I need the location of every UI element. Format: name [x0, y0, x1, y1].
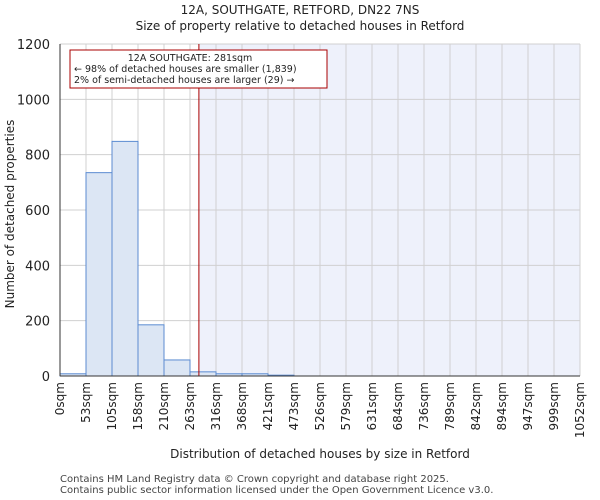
x-tick-label: 736sqm	[417, 382, 431, 430]
x-tick-label: 999sqm	[547, 382, 561, 430]
x-tick-label: 158sqm	[131, 382, 145, 430]
y-axis-label: Number of detached properties	[3, 120, 17, 309]
y-tick-label: 600	[25, 204, 50, 219]
y-tick-label: 200	[25, 315, 50, 330]
annotation-line3: 2% of semi-detached houses are larger (2…	[74, 75, 294, 86]
x-tick-label: 53sqm	[79, 382, 93, 423]
y-tick-label: 0	[42, 370, 50, 385]
histogram-bar	[137, 324, 165, 377]
axes	[59, 44, 580, 377]
y-tick-label: 1200	[17, 38, 50, 53]
annotation-border	[69, 49, 328, 89]
x-tick-label: 684sqm	[391, 382, 405, 430]
annotation-line2: ← 98% of detached houses are smaller (1,…	[74, 64, 297, 75]
x-tick-label: 894sqm	[495, 382, 509, 430]
x-tick-label: 947sqm	[521, 382, 535, 430]
y-tick-label: 1000	[17, 93, 50, 108]
x-tick-label: 210sqm	[157, 382, 171, 430]
x-tick-label: 263sqm	[183, 382, 197, 430]
x-tick-label: 842sqm	[469, 382, 483, 430]
x-tick-label: 0sqm	[53, 382, 67, 415]
annotation-line1: 12A SOUTHGATE: 281sqm	[128, 53, 253, 64]
x-tick-label: 473sqm	[287, 382, 301, 430]
x-axis-label: Distribution of detached houses by size …	[170, 447, 470, 461]
bars	[59, 140, 295, 377]
histogram-bar	[163, 359, 191, 377]
histogram-bar	[111, 140, 139, 377]
annotation-box: 12A SOUTHGATE: 281sqm ← 98% of detached …	[69, 49, 328, 89]
gridlines	[59, 43, 581, 377]
histogram-bar	[189, 371, 217, 377]
x-tick-label: 105sqm	[105, 382, 119, 430]
x-tick-label: 421sqm	[261, 382, 275, 430]
x-tick-labels: 0sqm 53sqm 105sqm 158sqm 210sqm 263sqm 316sqm 3…	[53, 382, 587, 438]
x-tick-label: 579sqm	[339, 382, 353, 430]
y-tick-labels: 0 200 400 600 800 1000 1200	[17, 38, 50, 385]
x-tick-label: 631sqm	[365, 382, 379, 430]
chart-title-line2: Size of property relative to detached ho…	[135, 19, 465, 33]
histogram-chart: 0 200 400 600 800 1000 1200 0sqm 53sqm 105sqm 158…	[3, 38, 587, 461]
x-tick-label: 1052sqm	[573, 382, 587, 438]
footer-licence: Contains public sector information licen…	[60, 485, 494, 496]
footer-copyright: Contains HM Land Registry data © Crown c…	[60, 474, 449, 485]
y-tick-label: 800	[25, 149, 50, 164]
x-tick-label: 316sqm	[209, 382, 223, 430]
x-tick-label: 789sqm	[443, 382, 457, 430]
x-tick-label: 526sqm	[313, 382, 327, 430]
chart-title-line1: 12A, SOUTHGATE, RETFORD, DN22 7NS	[180, 3, 420, 17]
x-tick-label: 368sqm	[235, 382, 249, 430]
histogram-bar	[85, 172, 113, 377]
y-tick-label: 400	[25, 259, 50, 274]
